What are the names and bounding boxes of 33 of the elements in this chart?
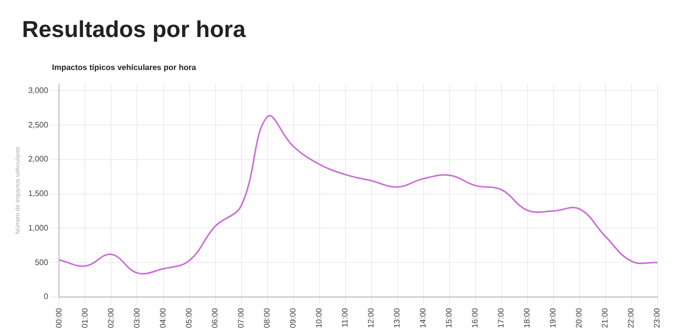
x-tick-label: 05:00 [184, 307, 194, 328]
x-tick-label: 09:00 [288, 307, 298, 328]
x-tick-label: 13:00 [392, 307, 402, 328]
y-tick-label: 1,500 [28, 189, 49, 198]
x-tick-label: 12:00 [366, 307, 376, 328]
x-tick-label: 15:00 [444, 307, 454, 328]
x-tick-label: 03:00 [132, 307, 142, 328]
y-tick-label: 2,000 [28, 154, 49, 164]
x-tick-label: 17:00 [496, 307, 506, 328]
x-tick-label: 11:00 [340, 307, 350, 328]
y-tick-label: 1,000 [28, 223, 49, 232]
chart-title: Resultados por hora [22, 16, 246, 43]
x-tick-label: 23:00 [652, 307, 662, 328]
x-tick-label: 16:00 [470, 307, 480, 328]
x-tick-label: 02:00 [106, 307, 116, 328]
x-tick-label: 01:00 [80, 307, 90, 328]
x-tick-label: 00:00 [54, 307, 64, 328]
x-tick-label: 10:00 [314, 307, 324, 328]
y-tick-label: 0 [44, 292, 49, 302]
x-tick-label: 22:00 [626, 307, 636, 328]
x-tick-label: 18:00 [522, 307, 532, 328]
x-tick-label: 04:00 [158, 307, 168, 328]
chart-subtitle: Impactos típicos vehículares por hora [52, 63, 196, 72]
x-tick-label: 19:00 [548, 307, 558, 328]
x-tick-label: 20:00 [574, 307, 584, 328]
y-tick-label: 3,000 [28, 86, 49, 95]
x-tick-label: 21:00 [600, 307, 610, 328]
x-tick-label: 06:00 [210, 307, 220, 328]
x-tick-label: 07:00 [236, 307, 246, 328]
x-tick-label: 08:00 [262, 307, 272, 328]
y-tick-label: 2,500 [28, 120, 49, 130]
y-tick-label: 500 [34, 258, 49, 267]
x-tick-label: 14:00 [418, 307, 428, 328]
